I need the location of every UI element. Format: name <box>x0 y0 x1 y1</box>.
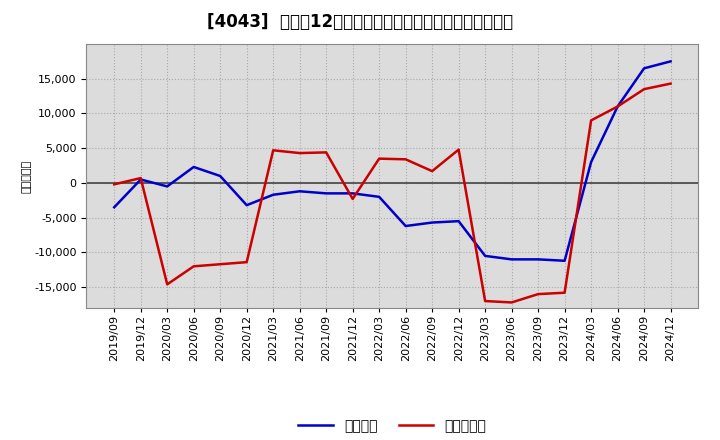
経常利益 <box>163 184 171 189</box>
経常利益 <box>136 177 145 182</box>
当期純利益 <box>508 300 516 305</box>
当期純利益 <box>454 147 463 152</box>
経常利益 <box>110 205 119 210</box>
当期純利益 <box>110 182 119 187</box>
経常利益 <box>428 220 436 225</box>
経常利益 <box>322 191 330 196</box>
当期純利益 <box>640 87 649 92</box>
当期純利益 <box>534 291 542 297</box>
経常利益 <box>587 159 595 165</box>
経常利益 <box>269 192 277 198</box>
当期純利益 <box>560 290 569 295</box>
経常利益 <box>666 59 675 64</box>
経常利益 <box>560 258 569 264</box>
Line: 当期純利益: 当期純利益 <box>114 84 670 302</box>
当期純利益 <box>481 298 490 304</box>
Line: 経常利益: 経常利益 <box>114 61 670 261</box>
経常利益 <box>189 164 198 169</box>
当期純利益 <box>375 156 384 161</box>
経常利益 <box>640 66 649 71</box>
Legend: 経常利益, 当期純利益: 経常利益, 当期純利益 <box>293 413 492 438</box>
経常利益 <box>481 253 490 259</box>
当期純利益 <box>613 104 622 109</box>
経常利益 <box>295 189 304 194</box>
当期純利益 <box>348 196 357 202</box>
経常利益 <box>534 257 542 262</box>
当期純利益 <box>295 150 304 156</box>
当期純利益 <box>401 157 410 162</box>
経常利益 <box>243 202 251 208</box>
経常利益 <box>613 104 622 109</box>
当期純利益 <box>322 150 330 155</box>
当期純利益 <box>269 148 277 153</box>
Y-axis label: （百万円）: （百万円） <box>22 159 32 193</box>
経常利益 <box>375 194 384 199</box>
当期純利益 <box>666 81 675 86</box>
経常利益 <box>401 224 410 229</box>
当期純利益 <box>163 282 171 287</box>
経常利益 <box>508 257 516 262</box>
当期純利益 <box>136 176 145 181</box>
当期純利益 <box>216 262 225 267</box>
当期純利益 <box>189 264 198 269</box>
経常利益 <box>348 191 357 196</box>
当期純利益 <box>428 169 436 174</box>
当期純利益 <box>243 260 251 265</box>
Text: [4043]  利益だ12か月移動合計の対前年同期増減額の推移: [4043] 利益だ12か月移動合計の対前年同期増減額の推移 <box>207 13 513 31</box>
経常利益 <box>454 219 463 224</box>
経常利益 <box>216 173 225 179</box>
当期純利益 <box>587 118 595 123</box>
